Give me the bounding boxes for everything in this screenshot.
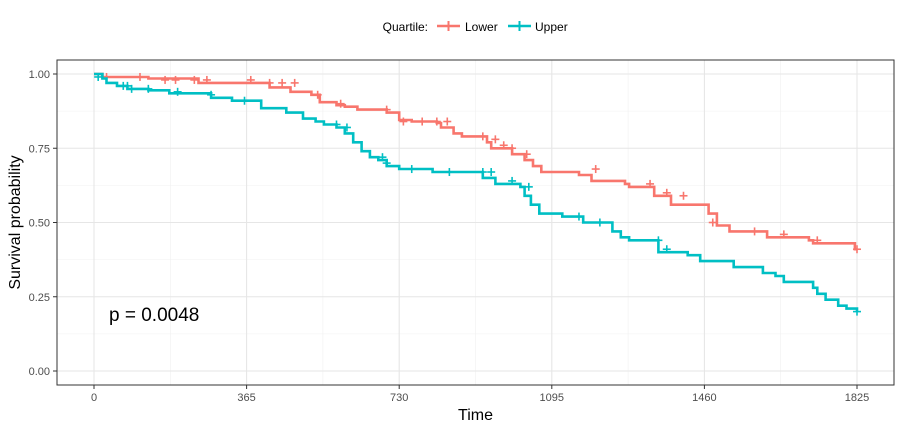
censor-mark-lower	[135, 72, 144, 81]
y-tick-label: 0.75	[29, 143, 50, 155]
censor-mark-upper	[445, 168, 454, 177]
censor-mark-upper	[524, 182, 533, 191]
series-layer	[94, 72, 861, 316]
legend-key-upper	[508, 21, 531, 31]
y-tick-label: 0.00	[29, 366, 50, 378]
censor-mark-upper	[654, 236, 663, 245]
censor-mark-lower	[202, 75, 211, 84]
censor-mark-lower	[508, 144, 517, 153]
censor-mark-lower	[708, 218, 717, 227]
censor-mark-lower	[591, 165, 600, 174]
censor-mark-lower	[246, 75, 255, 84]
censor-mark-lower	[522, 150, 531, 159]
censor-mark-upper	[207, 90, 216, 99]
censor-mark-lower	[171, 75, 180, 84]
censor-mark-lower	[399, 117, 408, 126]
censor-mark-upper	[407, 165, 416, 174]
grid-major	[57, 60, 894, 385]
censor-mark-lower	[432, 117, 441, 126]
censor-mark-upper	[382, 159, 391, 168]
censor-mark-lower	[161, 75, 170, 84]
series-lower	[94, 72, 861, 254]
x-tick-label: 0	[91, 392, 97, 404]
x-tick-label: 365	[237, 392, 255, 404]
censor-mark-upper	[342, 123, 351, 132]
censor-mark-lower	[853, 245, 861, 254]
legend-label-lower: Lower	[465, 20, 498, 34]
legend-title: Quartile:	[383, 20, 428, 34]
y-tick-label: 1.00	[29, 69, 50, 81]
x-axis: 0 365 730 1095 1460 1825	[91, 385, 869, 404]
censor-mark-lower	[443, 117, 452, 126]
censor-mark-upper	[378, 153, 387, 162]
censor-mark-upper	[478, 168, 487, 177]
legend-label-upper: Upper	[535, 20, 568, 34]
x-tick-label: 730	[390, 392, 408, 404]
y-tick-label: 0.50	[29, 218, 50, 230]
censor-mark-lower	[646, 179, 655, 188]
series-line-lower	[94, 72, 857, 251]
censor-mark-upper	[595, 218, 604, 227]
x-tick-label: 1095	[540, 392, 564, 404]
p-value-annotation: p = 0.0048	[109, 305, 199, 326]
x-tick-label: 1825	[845, 392, 869, 404]
censor-mark-upper	[127, 84, 136, 93]
censor-mark-upper	[173, 87, 182, 96]
censor-mark-lower	[813, 236, 822, 245]
censor-mark-lower	[779, 230, 788, 239]
censor-mark-lower	[491, 135, 500, 144]
y-axis: 0.00 0.25 0.50 0.75 1.00	[29, 69, 57, 378]
censor-mark-upper	[332, 120, 341, 129]
series-line-upper	[94, 72, 859, 312]
censor-mark-lower	[265, 78, 274, 87]
x-axis-title: Time	[458, 407, 493, 424]
plot-panel	[57, 60, 894, 385]
censor-mark-upper	[487, 168, 496, 177]
censor-mark-lower	[418, 117, 427, 126]
censor-mark-lower	[190, 75, 199, 84]
grid-minor	[57, 60, 894, 385]
censor-mark-upper	[853, 307, 861, 316]
censor-mark-lower	[662, 188, 671, 197]
censor-mark-upper	[508, 176, 517, 185]
legend-key-lower	[437, 21, 460, 31]
censor-mark-upper	[144, 84, 153, 93]
legend: Quartile: Lower Upper	[383, 20, 568, 34]
censor-mark-upper	[574, 212, 583, 221]
censor-mark-upper	[94, 72, 103, 81]
x-tick-label: 1460	[692, 392, 716, 404]
censor-mark-upper	[240, 96, 249, 105]
censor-mark-lower	[313, 90, 322, 99]
series-upper	[94, 72, 861, 316]
censor-mark-lower	[750, 227, 759, 236]
censor-mark-upper	[662, 245, 671, 254]
censor-mark-lower	[478, 132, 487, 141]
censor-mark-lower	[290, 78, 299, 87]
censor-mark-upper	[123, 81, 132, 90]
censor-mark-lower	[336, 99, 345, 108]
y-axis-title: Survival probability	[7, 155, 24, 289]
censor-mark-lower	[382, 105, 391, 114]
y-tick-label: 0.25	[29, 292, 50, 304]
censor-mark-lower	[278, 78, 287, 87]
censor-mark-lower	[499, 141, 508, 150]
censor-mark-lower	[679, 191, 688, 200]
